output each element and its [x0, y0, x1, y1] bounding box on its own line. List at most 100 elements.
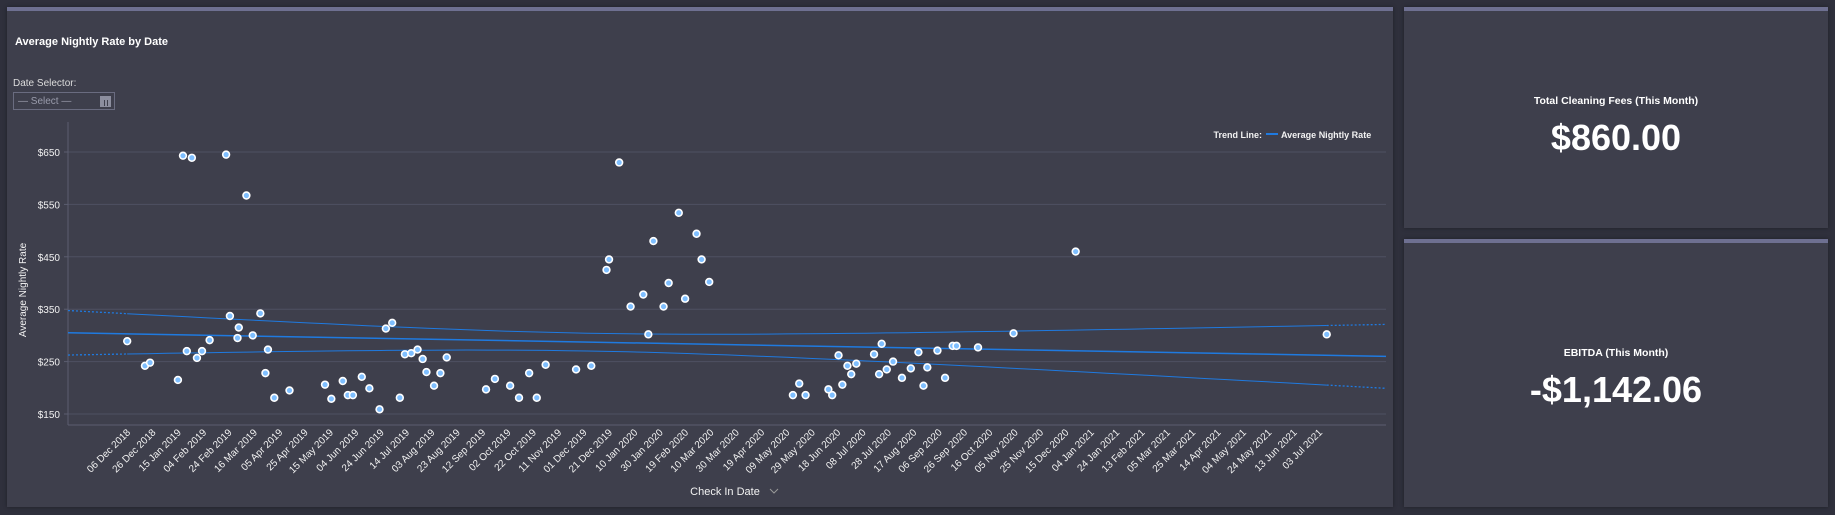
- data-point[interactable]: [481, 385, 491, 394]
- data-point[interactable]: [602, 265, 611, 275]
- data-point[interactable]: [285, 386, 294, 395]
- chart-title: Average Nightly Rate by Date: [15, 36, 169, 48]
- data-point[interactable]: [649, 236, 658, 246]
- data-point[interactable]: [1071, 247, 1080, 256]
- data-point[interactable]: [897, 373, 907, 383]
- y-tick-label: $150: [38, 410, 61, 421]
- data-point[interactable]: [524, 368, 534, 378]
- data-point[interactable]: [327, 394, 336, 404]
- date-selector-label: Date Selector:: [13, 78, 77, 89]
- data-point[interactable]: [843, 361, 852, 370]
- data-point[interactable]: [852, 359, 861, 368]
- data-point[interactable]: [933, 346, 942, 355]
- data-point[interactable]: [882, 365, 891, 374]
- data-point[interactable]: [869, 350, 879, 359]
- cleaning-fees-card: Total Cleaning Fees (This Month) $860.00: [1404, 7, 1828, 228]
- data-point[interactable]: [233, 333, 242, 343]
- data-point[interactable]: [692, 229, 701, 238]
- y-axis-title: Average Nightly Rate: [18, 242, 29, 337]
- data-point[interactable]: [874, 369, 884, 379]
- data-point[interactable]: [173, 375, 183, 385]
- data-point[interactable]: [248, 331, 257, 340]
- data-point[interactable]: [614, 158, 624, 167]
- data-point[interactable]: [659, 302, 668, 311]
- data-point[interactable]: [952, 341, 961, 351]
- data-point[interactable]: [270, 393, 279, 402]
- data-point[interactable]: [664, 278, 673, 288]
- legend-entry[interactable]: Average Nightly Rate: [1281, 130, 1371, 140]
- data-point[interactable]: [680, 294, 690, 303]
- data-point[interactable]: [919, 381, 928, 390]
- data-point[interactable]: [205, 335, 214, 345]
- y-tick-label: $250: [38, 358, 61, 369]
- data-point[interactable]: [407, 349, 416, 358]
- x-axis-title[interactable]: Check In Date: [690, 486, 760, 498]
- data-point[interactable]: [225, 311, 235, 321]
- data-point[interactable]: [413, 345, 422, 354]
- data-point[interactable]: [320, 380, 330, 389]
- data-point[interactable]: [192, 353, 202, 363]
- data-point[interactable]: [532, 393, 541, 402]
- data-point[interactable]: [348, 390, 358, 400]
- data-point[interactable]: [626, 302, 635, 311]
- data-point[interactable]: [1322, 330, 1331, 339]
- trend-line: [67, 332, 1387, 358]
- data-point[interactable]: [338, 376, 347, 386]
- data-point[interactable]: [242, 191, 251, 200]
- data-point[interactable]: [436, 368, 445, 378]
- data-point[interactable]: [795, 379, 804, 388]
- data-point[interactable]: [571, 365, 581, 374]
- data-point[interactable]: [178, 151, 188, 160]
- data-point[interactable]: [418, 354, 427, 364]
- calendar-icon[interactable]: [100, 96, 111, 107]
- data-point[interactable]: [541, 360, 550, 369]
- data-point[interactable]: [604, 255, 614, 264]
- data-point[interactable]: [221, 150, 231, 159]
- data-point[interactable]: [263, 345, 273, 354]
- data-point[interactable]: [940, 373, 950, 383]
- data-point[interactable]: [429, 381, 439, 390]
- data-point[interactable]: [122, 336, 132, 346]
- data-point[interactable]: [705, 277, 714, 287]
- data-point[interactable]: [906, 364, 916, 373]
- data-point[interactable]: [644, 330, 653, 339]
- data-point[interactable]: [490, 374, 500, 384]
- data-point[interactable]: [1009, 329, 1018, 338]
- data-point[interactable]: [422, 367, 431, 377]
- data-point[interactable]: [381, 324, 391, 333]
- data-point[interactable]: [828, 390, 837, 400]
- data-point[interactable]: [838, 380, 847, 389]
- data-point[interactable]: [973, 343, 983, 352]
- data-point[interactable]: [375, 405, 384, 414]
- data-point[interactable]: [587, 361, 596, 370]
- data-point[interactable]: [187, 153, 197, 162]
- data-point[interactable]: [388, 318, 397, 328]
- date-selector-input[interactable]: — Select —: [13, 92, 115, 110]
- data-point[interactable]: [514, 393, 524, 402]
- data-point[interactable]: [847, 369, 856, 379]
- data-point[interactable]: [639, 290, 648, 299]
- data-point[interactable]: [697, 255, 706, 264]
- data-point[interactable]: [182, 346, 191, 356]
- data-point[interactable]: [256, 309, 265, 318]
- data-point[interactable]: [824, 385, 833, 394]
- data-point[interactable]: [261, 368, 270, 378]
- data-point[interactable]: [442, 353, 451, 362]
- data-point[interactable]: [788, 390, 798, 400]
- data-point[interactable]: [365, 384, 374, 393]
- data-point[interactable]: [505, 381, 515, 390]
- y-tick-label: $650: [38, 148, 61, 159]
- data-point[interactable]: [674, 208, 683, 217]
- data-point[interactable]: [234, 323, 243, 332]
- data-point[interactable]: [877, 339, 886, 348]
- data-point[interactable]: [834, 351, 843, 360]
- data-point[interactable]: [197, 346, 207, 356]
- data-point[interactable]: [395, 393, 405, 402]
- chevron-down-icon[interactable]: [769, 488, 779, 494]
- data-point[interactable]: [923, 363, 932, 372]
- data-point[interactable]: [914, 347, 923, 357]
- data-point[interactable]: [357, 372, 366, 381]
- data-point[interactable]: [888, 357, 898, 366]
- data-point[interactable]: [801, 390, 810, 400]
- data-point[interactable]: [145, 358, 155, 367]
